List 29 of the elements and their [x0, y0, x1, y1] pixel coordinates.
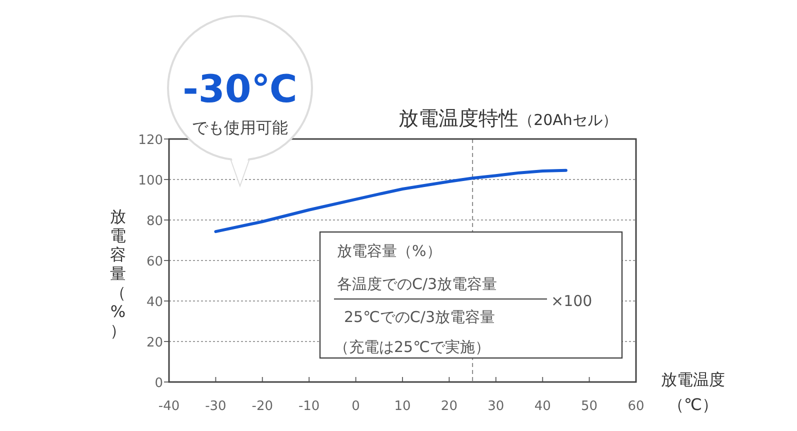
y-tick-label: 60 — [146, 254, 163, 270]
x-tick-label: 40 — [534, 399, 551, 414]
y-tick-label: 100 — [138, 174, 163, 188]
text: でも使用可能 — [192, 118, 288, 137]
x-tick-label: -30 — [205, 399, 226, 414]
x-tick-label: -20 — [252, 399, 274, 414]
x-tick-label: -40 — [158, 399, 180, 414]
annotation: （充電は25℃で実施） — [334, 338, 490, 356]
x-tick-label: 50 — [581, 399, 598, 414]
x-axis-title: 放電温度（℃） — [661, 370, 725, 414]
chart-title: 放電温度特性（20Ahセル） — [398, 106, 618, 130]
line-series — [214, 168, 568, 234]
annotation: 25℃でのC/3放電容量 — [344, 308, 496, 326]
x-tick-label: 0 — [352, 399, 360, 414]
y-tick-label: 120 — [138, 133, 163, 148]
y-tick-label: 40 — [146, 295, 163, 310]
text: -30℃ — [182, 67, 298, 111]
annotation: ×100 — [551, 292, 592, 310]
x-tick-label: 60 — [628, 399, 644, 414]
x-tick-label: 30 — [488, 399, 504, 414]
annotation: 各温度でのC/3放電容量 — [337, 275, 498, 293]
text: 放電容量（%） — [110, 207, 126, 340]
y-tick-label: 20 — [146, 336, 163, 350]
y-tick-label: 0 — [154, 376, 163, 391]
x-tick-label: -10 — [298, 399, 320, 414]
x-tick-label: 10 — [394, 399, 411, 414]
y-axis-title: 放電容量（%） — [337, 242, 442, 260]
x-tick-label: 20 — [440, 399, 458, 414]
y-tick-label: 80 — [146, 214, 163, 229]
